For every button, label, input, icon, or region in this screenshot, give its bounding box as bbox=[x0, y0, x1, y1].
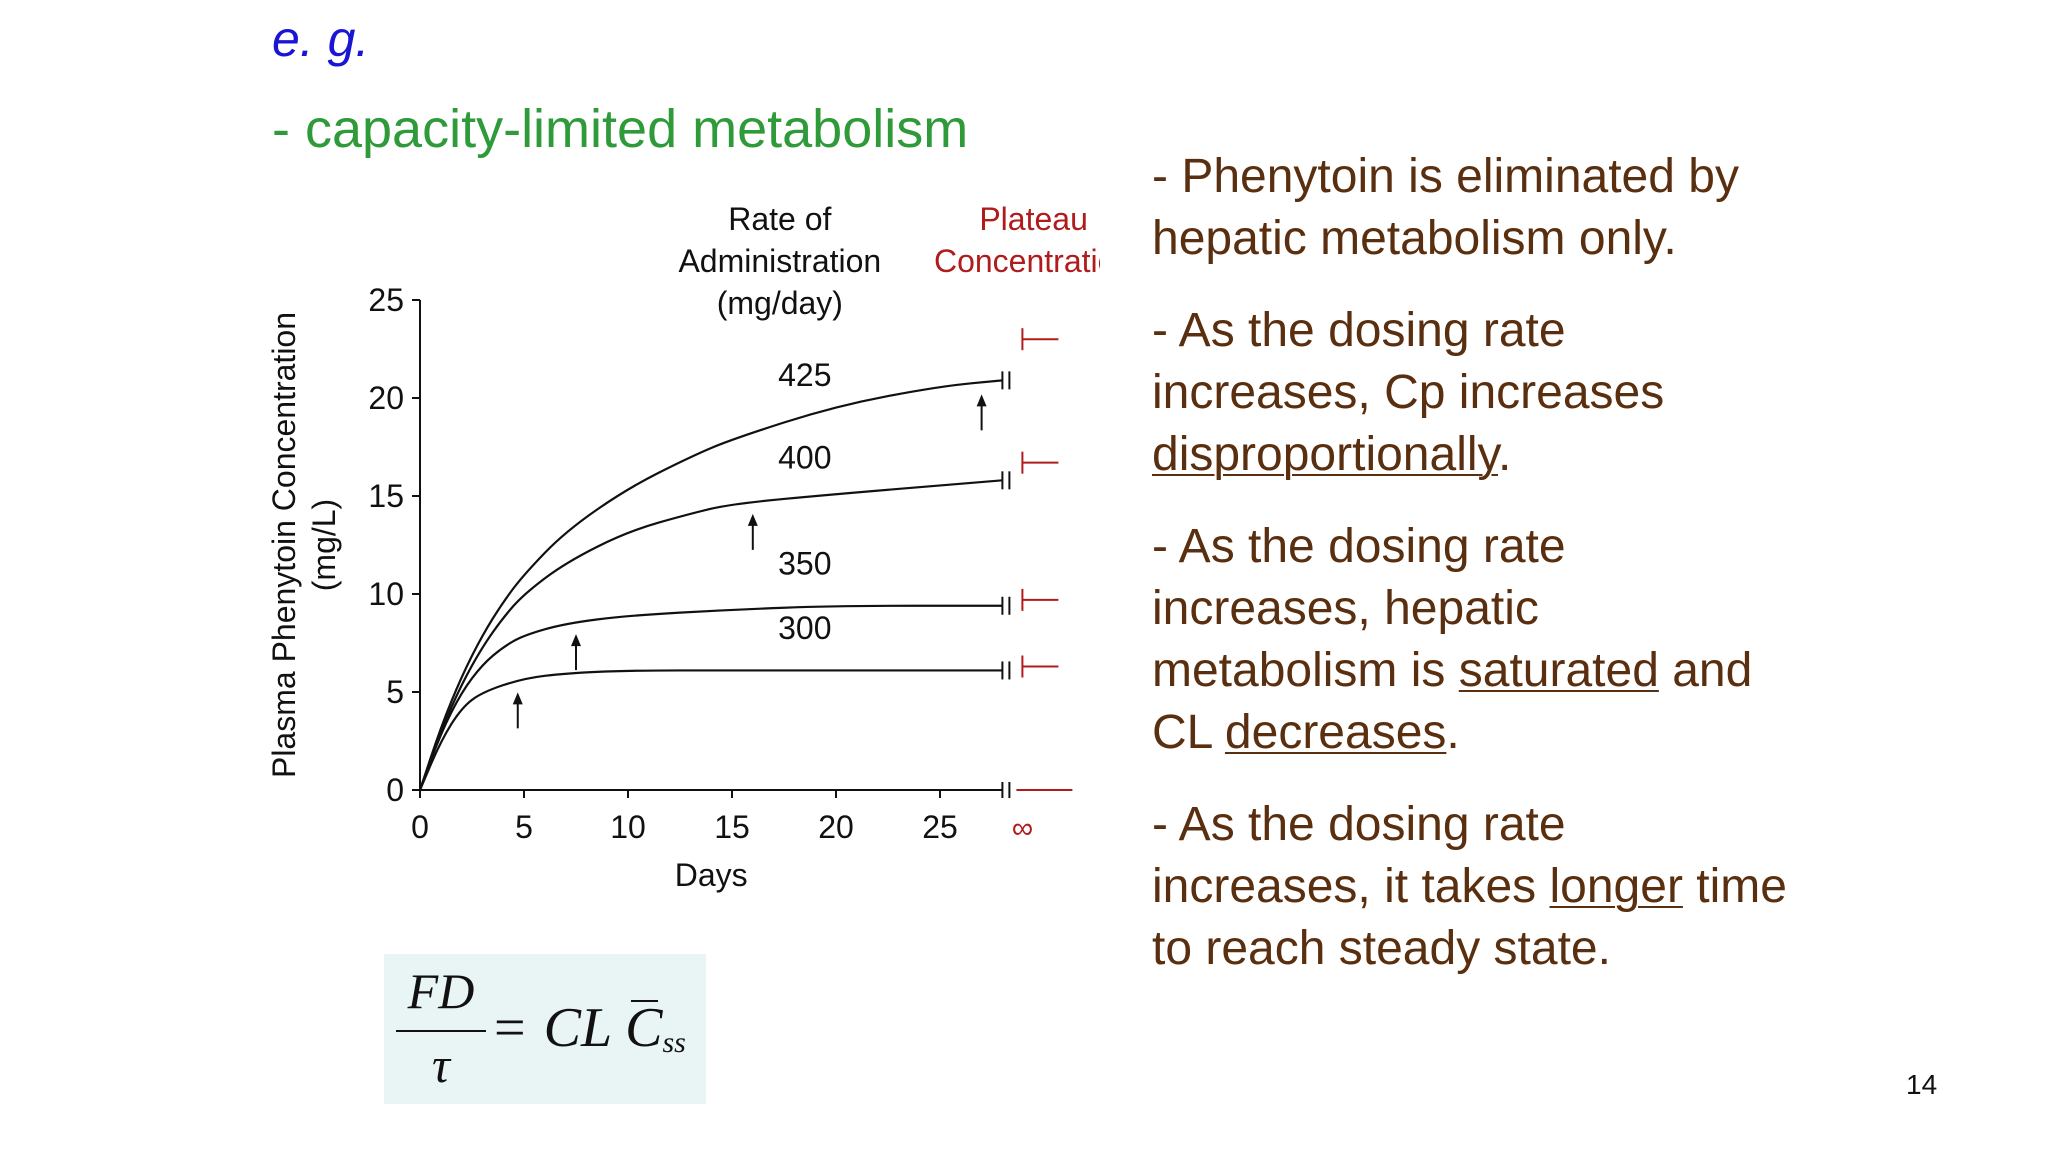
x-tick-label: 15 bbox=[714, 809, 750, 845]
formula-subscript: ss bbox=[662, 1026, 686, 1059]
bullet-text: and CL bbox=[1152, 644, 1753, 759]
bullet-1: - Phenytoin is eliminated by hepatic met… bbox=[1152, 146, 1792, 270]
y-tick-label: 10 bbox=[368, 576, 404, 612]
series-line-300 bbox=[418, 669, 1003, 791]
formula-fraction-bar bbox=[396, 1030, 486, 1032]
slide-subtitle: - capacity-limited metabolism bbox=[272, 99, 969, 159]
y-tick-label: 25 bbox=[368, 282, 404, 318]
rate-header-line: (mg/day) bbox=[717, 285, 843, 321]
formula-rhs: = CL Css bbox=[494, 996, 686, 1060]
bullet-2: - As the dosing rate increases, Cp incre… bbox=[1152, 300, 1792, 486]
formula-denominator: τ bbox=[432, 1037, 450, 1093]
rate-label-350: 350 bbox=[778, 545, 831, 581]
x-axis-label: Days bbox=[675, 857, 748, 893]
formula-c: C bbox=[625, 997, 663, 1059]
bullet-list: - Phenytoin is eliminated by hepatic met… bbox=[1152, 146, 1792, 1010]
clearance-formula: FD τ = CL Css bbox=[384, 954, 706, 1104]
steady-state-arrowhead bbox=[512, 692, 523, 705]
rate-header-line: Rate of bbox=[728, 201, 831, 237]
x-tick-label: 5 bbox=[515, 809, 533, 845]
series-line-425 bbox=[418, 379, 1003, 791]
x-tick-label: 0 bbox=[411, 809, 429, 845]
underlined-term: decreases bbox=[1224, 706, 1447, 759]
y-axis-label-units: (mg/L) bbox=[306, 499, 342, 591]
y-tick-label: 15 bbox=[368, 478, 404, 514]
bullet-text: . bbox=[1497, 428, 1512, 481]
formula-equals: = bbox=[494, 997, 526, 1059]
rate-label-400: 400 bbox=[778, 440, 831, 476]
underlined-term: saturated bbox=[1458, 644, 1659, 697]
bullet-text: - As the dosing rate increases, it takes bbox=[1152, 798, 1566, 913]
plateau-header-line: Concentration bbox=[934, 243, 1100, 279]
underlined-term: disproportionally bbox=[1152, 428, 1498, 481]
rate-label-300: 300 bbox=[778, 610, 831, 646]
y-tick-label: 5 bbox=[386, 674, 404, 710]
rate-header-line: Administration bbox=[678, 243, 881, 279]
bullet-text: - As the dosing rate increases, hepatic … bbox=[1152, 520, 1566, 697]
bullet-4: - As the dosing rate increases, it takes… bbox=[1152, 794, 1792, 980]
formula-c-bar: C bbox=[625, 996, 662, 1060]
series-line-350 bbox=[418, 604, 1003, 791]
formula-numerator: FD bbox=[407, 963, 475, 1019]
y-axis-label: Plasma Phenytoin Concentration bbox=[266, 312, 302, 778]
plateau-header-line: Plateau bbox=[979, 201, 1088, 237]
bullet-3: - As the dosing rate increases, hepatic … bbox=[1152, 516, 1792, 764]
x-tick-label: 10 bbox=[610, 809, 646, 845]
rate-label-425: 425 bbox=[778, 357, 831, 393]
y-tick-label: 20 bbox=[368, 380, 404, 416]
steady-state-arrowhead bbox=[976, 394, 987, 407]
bullet-text: - As the dosing rate increases, Cp incre… bbox=[1152, 304, 1665, 419]
x-tick-label: 20 bbox=[818, 809, 854, 845]
bullet-text: time to reach steady state. bbox=[1152, 860, 1787, 975]
y-tick-label: 0 bbox=[386, 772, 404, 808]
bullet-text: . bbox=[1446, 706, 1460, 759]
page-number: 14 bbox=[1906, 1069, 1938, 1100]
underlined-term: longer bbox=[1549, 860, 1683, 913]
steady-state-arrowhead bbox=[747, 513, 758, 526]
phenytoin-concentration-chart: 0 5 10 15 20 25 0 5 10 15 20 25 ∞ Days Plasma Phenytoi… bbox=[266, 201, 1100, 893]
example-label: e. g. bbox=[272, 11, 370, 67]
formula-cl: CL bbox=[543, 997, 612, 1059]
steady-state-arrowhead bbox=[571, 634, 581, 647]
x-tick-label: 25 bbox=[922, 809, 958, 845]
infinity-label: ∞ bbox=[1012, 812, 1033, 845]
series-line-400 bbox=[418, 479, 1003, 791]
bullet-text: - Phenytoin is eliminated by hepatic met… bbox=[1152, 150, 1739, 265]
